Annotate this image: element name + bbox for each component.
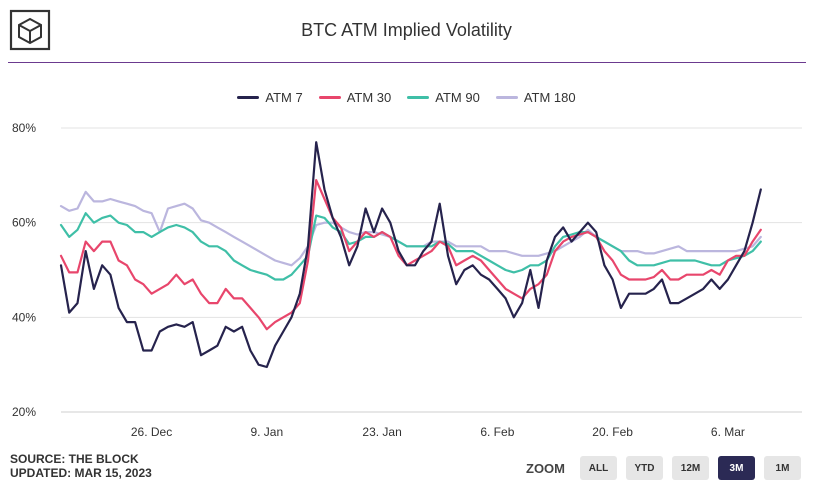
title-divider [8,62,806,63]
chart-title: BTC ATM Implied Volatility [301,20,512,40]
zoom-all-button[interactable]: ALL [580,456,617,480]
x-tick-label: 26. Dec [131,425,172,439]
x-tick-label: 20. Feb [592,425,633,439]
series-line-atm7 [59,141,762,369]
zoom-controls: ZOOM ALL YTD 12M 3M 1M [526,456,801,480]
legend-swatch-atm180 [495,96,518,99]
x-tick-label: 6. Mar [711,425,745,439]
updated-text: UPDATED: MAR 15, 2023 [10,466,152,480]
zoom-label: ZOOM [526,460,565,476]
legend-item-atm90[interactable]: ATM 90 [407,90,480,105]
legend-label-atm30: ATM 30 [346,90,392,105]
legend-item-atm180[interactable]: ATM 180 [495,90,576,105]
x-tick-label: 6. Feb [480,425,514,439]
legend-swatch-atm30 [318,96,341,99]
chart-legend: ATM 7 ATM 30 ATM 90 ATM 180 [0,90,813,105]
zoom-1m-button[interactable]: 1M [764,456,801,480]
zoom-3m-button[interactable]: 3M [718,456,755,480]
zoom-ytd-button[interactable]: YTD [626,456,663,480]
x-tick-label: 9. Jan [250,425,283,439]
y-tick-label: 40% [12,310,36,324]
source-note: SOURCE: THE BLOCK UPDATED: MAR 15, 2023 [10,452,152,480]
legend-label-atm7: ATM 7 [265,90,303,105]
y-tick-label: 20% [12,405,36,419]
legend-item-atm7[interactable]: ATM 7 [237,90,303,105]
source-text: SOURCE: THE BLOCK [10,452,139,466]
volatility-chart: 20% 40% 60% 80% 26. Dec 9. Jan 23. Jan 6. Feb 20… [12,121,802,439]
legend-item-atm30[interactable]: ATM 30 [318,90,392,105]
legend-swatch-atm90 [407,96,430,99]
y-tick-label: 60% [12,216,36,230]
legend-swatch-atm7 [237,96,260,99]
the-block-logo [9,9,51,51]
x-tick-label: 23. Jan [362,425,401,439]
zoom-12m-button[interactable]: 12M [672,456,709,480]
series-line-atm30 [59,179,762,331]
legend-label-atm90: ATM 90 [435,90,480,105]
series-line-atm90 [59,212,762,281]
y-tick-label: 80% [12,121,36,135]
legend-label-atm180: ATM 180 [523,90,576,105]
